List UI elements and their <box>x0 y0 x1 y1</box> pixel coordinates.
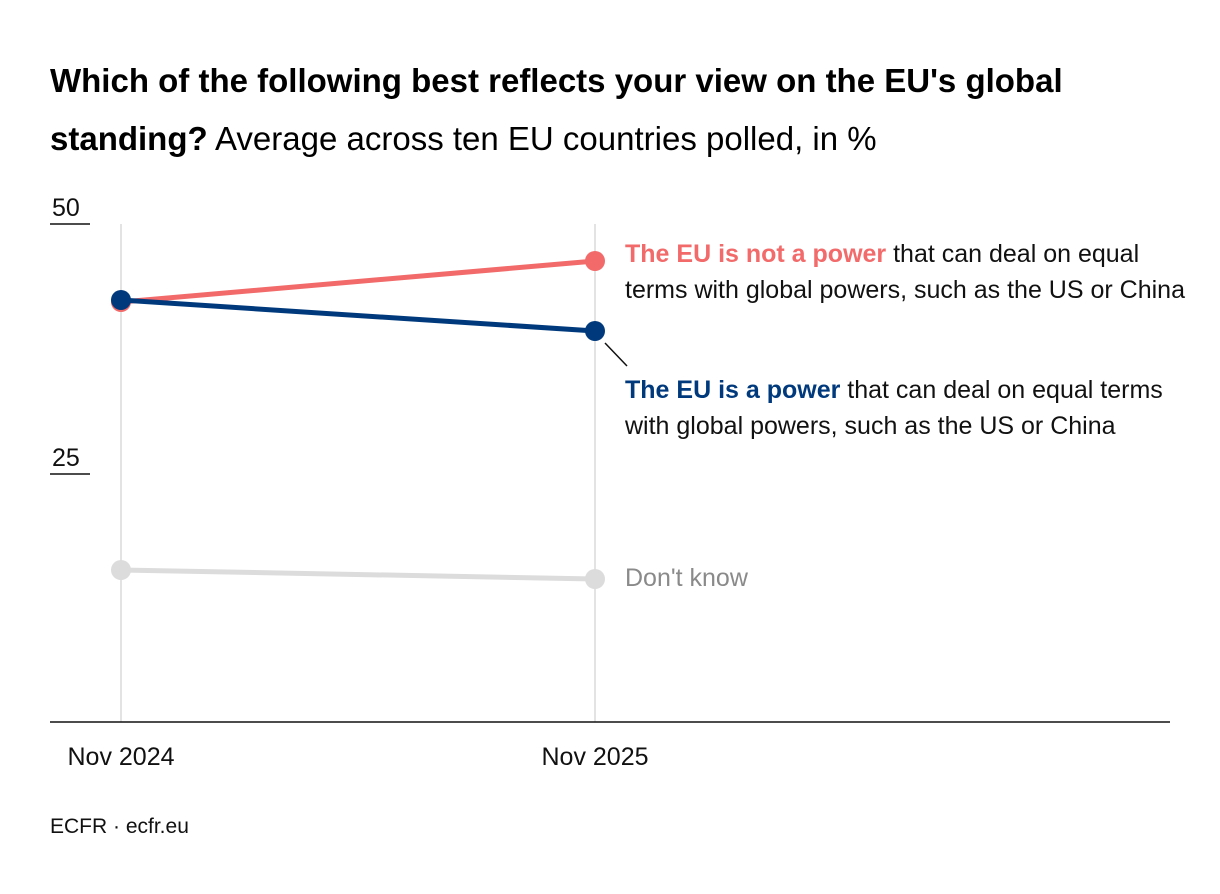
annotation-connector <box>604 342 628 367</box>
chart-title: Which of the following best reflects you… <box>50 52 1190 168</box>
label-not-power-rest: that can deal on equal terms with global… <box>625 240 1185 304</box>
label-power: The EU is a power that can deal on equal… <box>625 372 1185 444</box>
series-line <box>120 567 596 582</box>
label-not-power-bold: The EU is not a power <box>625 240 887 268</box>
y-tick-label: 25 <box>52 444 80 472</box>
label-power-bold: The EU is a power <box>625 376 841 404</box>
series-line <box>120 258 596 305</box>
data-point <box>111 560 131 580</box>
data-point <box>585 251 605 271</box>
series-line <box>120 297 596 334</box>
data-point <box>585 321 605 341</box>
data-point <box>111 290 131 310</box>
label-not-power: The EU is not a power that can deal on e… <box>625 236 1185 308</box>
label-dont-know: Don't know <box>625 564 748 592</box>
x-tick-label: Nov 2024 <box>67 743 174 771</box>
subtitle: Average across ten EU countries polled, … <box>215 120 877 157</box>
y-tick-label: 50 <box>52 194 80 222</box>
source: ECFR · ecfr.eu <box>50 815 189 838</box>
x-tick-label: Nov 2025 <box>541 743 648 771</box>
data-point <box>585 569 605 589</box>
title-bold: Which of the following best reflects you… <box>50 62 1063 157</box>
label-power-rest: that can deal on equal terms with global… <box>625 376 1163 440</box>
